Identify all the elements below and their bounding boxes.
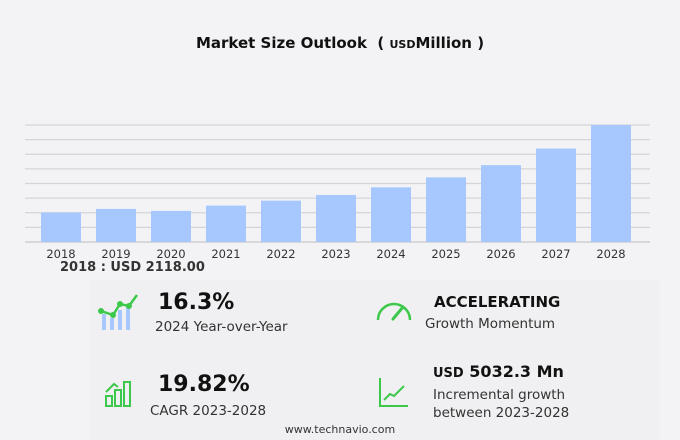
bar-2019 [96,208,136,242]
title-unit: USD [389,38,416,51]
chart-title: Market Size Outlook ( USDMillion ) [0,34,680,52]
x-tick-label: 2024 [376,247,405,261]
x-tick-label: 2021 [211,247,240,261]
yoy-value: 16.3% [158,290,235,315]
incremental-unit: USD [433,366,464,381]
bar-growth-icon [105,381,131,407]
x-tick-label: 2026 [486,247,515,261]
bar-2026 [481,165,521,242]
x-tick-label: 2022 [266,247,295,261]
title-text: Market Size Outlook [195,34,367,52]
bar-2028 [591,125,631,242]
cagr-value: 19.82% [158,372,250,397]
bar-2027 [536,148,576,242]
bar-2024 [371,187,411,242]
momentum-value: ACCELERATING [434,293,561,311]
x-tick-label: 2020 [156,247,185,261]
x-tick-label: 2025 [431,247,460,261]
x-tick-label: 2018 [46,247,75,261]
incremental-amount: 5032.3 Mn [469,362,564,381]
x-tick-label: 2019 [101,247,130,261]
stats-panel [90,280,660,440]
incremental-value: USD 5032.3 Mn [433,362,564,381]
bar-2025 [426,177,466,242]
bar-chart: 2018 2019 2020 2021 2022 2023 2024 2025 2026 2027… [25,124,650,261]
yoy-label: 2024 Year-over-Year [155,319,288,335]
base-year-value: 2018 : USD 2118.00 [60,260,205,275]
cagr-label: CAGR 2023-2028 [150,403,267,419]
bar-2023 [316,194,356,242]
momentum-label: Growth Momentum [425,316,556,332]
bar-2018 [41,212,81,242]
x-tick-label: 2023 [321,247,350,261]
x-tick-label: 2027 [541,247,570,261]
bar-2022 [261,200,301,242]
growth-chart-icon [98,294,139,330]
bar-2021 [206,205,246,242]
incremental-label: Incremental growth [433,387,566,403]
bar-2020 [151,210,191,242]
incremental-period: between 2023-2028 [433,405,570,421]
footer-url: www.technavio.com [284,423,396,436]
line-growth-icon [379,378,408,407]
speedometer-icon [376,302,412,321]
title-unit-rest: Million [415,34,472,52]
title-paren: ) [477,34,485,52]
x-tick-label: 2028 [596,247,625,261]
title-paren: ( [377,34,385,52]
